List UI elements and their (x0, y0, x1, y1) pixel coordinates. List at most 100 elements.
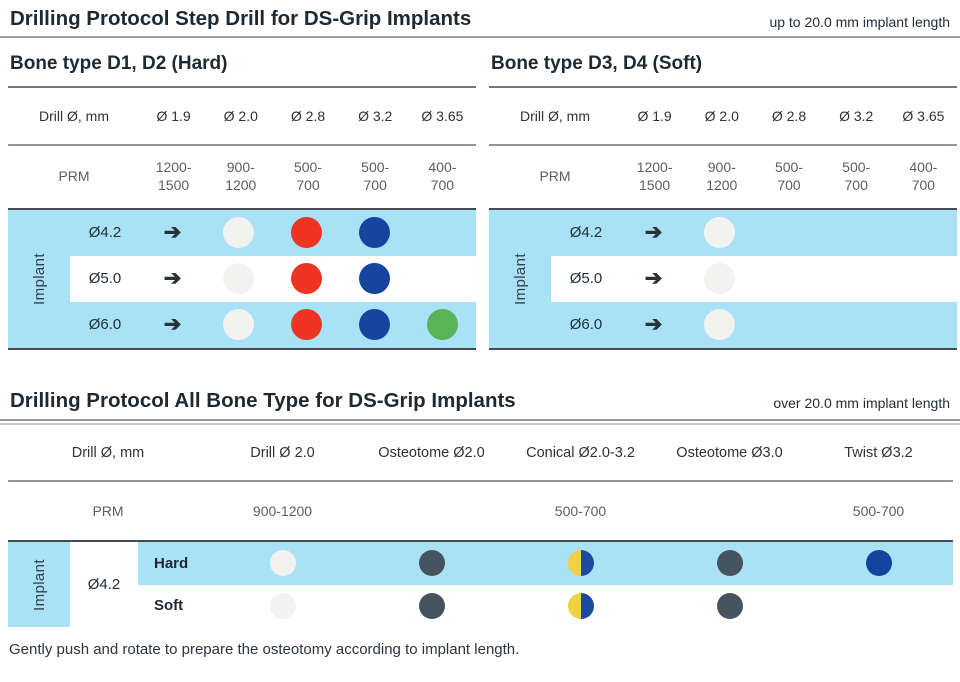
prm-value: 1200- 1500 (155, 159, 192, 193)
prm-value: 900- 1200 (225, 159, 257, 193)
column-header: Ø 2.8 (771, 107, 807, 124)
flow-arrow-icon: ➔ (644, 267, 663, 291)
prm-value: 900-1200 (252, 503, 313, 520)
white-dot (208, 592, 357, 619)
implant-row: Soft (138, 585, 953, 628)
implant-section-hard: Implant Ø4.2 ➔ Ø5.0 ➔ Ø6.0 ➔ (8, 207, 476, 350)
implant-axis-strip: Implant (489, 209, 551, 348)
white-dot-shape (269, 592, 296, 619)
blue-dot-shape (358, 263, 390, 295)
column-header: Osteotome Ø2.0 (378, 444, 485, 461)
implant-row: Ø5.0 ➔ (70, 256, 476, 302)
red-dot-shape (291, 263, 323, 295)
prm-value: 500- 700 (774, 159, 803, 193)
half-dot-shape (567, 550, 594, 577)
white-dot (686, 217, 754, 249)
implant-section-soft: Implant Ø4.2 ➔ Ø5.0 ➔ Ø6.0 ➔ (489, 207, 957, 350)
drill-diameter-header-row: Drill Ø, mm Ø 1.9 Ø 2.0 Ø 2.8 Ø 3.2 Ø 3.… (489, 88, 957, 146)
flow-arrow-icon: ➔ (644, 221, 663, 245)
white-dot (208, 550, 357, 577)
implant-rows: Hard Soft (138, 542, 953, 627)
column-header: Ø 3.65 (902, 107, 945, 124)
column-header: Conical Ø2.0-3.2 (526, 444, 635, 461)
white-dot (686, 263, 754, 295)
prm-label: PRM (539, 167, 571, 184)
blue-dot (341, 263, 409, 295)
blue-dot (341, 217, 409, 249)
prm-value: 400- 700 (428, 159, 457, 193)
column-header: Ø 1.9 (637, 107, 672, 124)
flow-arrow-icon: ➔ (163, 221, 182, 245)
red-dot (273, 263, 341, 295)
prm-row: PRM 1200- 1500 900- 1200 500- 700 500- 7… (489, 146, 957, 208)
implant-rows: Ø4.2 ➔ Ø5.0 ➔ Ø6.0 ➔ (551, 209, 957, 348)
red-dot (273, 217, 341, 249)
implant-section-all-bone: Implant Ø4.2 Hard Soft (8, 540, 953, 628)
bone-table-hard: Bone type D1, D2 (Hard) Drill Ø, mm Ø 1.… (8, 38, 476, 350)
implant-axis-label: Implant (30, 558, 48, 611)
prm-value: 500- 700 (842, 159, 871, 193)
white-dot-shape (223, 263, 255, 295)
column-header: Ø 3.2 (358, 107, 393, 124)
implant-size-label: Ø6.0 (88, 316, 122, 334)
white-dot-shape (704, 263, 736, 295)
white-dot (205, 309, 273, 341)
column-header: Ø 2.0 (704, 107, 739, 124)
slate-dot (655, 550, 804, 577)
green-dot-shape (426, 309, 458, 341)
implant-axis-label: Implant (511, 252, 529, 305)
implant-size-label: Ø4.2 (569, 224, 603, 242)
prm-label: PRM (92, 503, 124, 520)
section1-length-note: up to 20.0 mm implant length (769, 13, 950, 30)
prm-value: 400- 700 (909, 159, 938, 193)
column-header: Ø 3.2 (839, 107, 874, 124)
prm-value: 500- 700 (361, 159, 390, 193)
white-dot-shape (223, 217, 255, 249)
flow-arrow-icon: ➔ (163, 267, 182, 291)
white-dot (205, 263, 273, 295)
all-bone-type-table: Drill Ø, mm Drill Ø 2.0 Osteotome Ø2.0 C… (0, 425, 953, 628)
section2-length-note: over 20.0 mm implant length (773, 395, 950, 412)
footnote: Gently push and rotate to prepare the os… (9, 641, 520, 659)
white-dot-shape (223, 309, 255, 341)
red-dot (273, 309, 341, 341)
column-header: Ø 1.9 (156, 107, 191, 124)
implant-size-label: Ø4.2 (70, 542, 138, 628)
slate-dot-shape (418, 592, 445, 619)
section2-title: Drilling Protocol All Bone Type for DS-G… (10, 388, 516, 412)
column-header: Twist Ø3.2 (844, 444, 913, 461)
drill-diameter-label: Drill Ø, mm (39, 107, 109, 124)
slate-dot-shape (716, 592, 743, 619)
section1-header: Drilling Protocol Step Drill for DS-Grip… (0, 0, 960, 38)
white-dot-shape (704, 217, 736, 249)
implant-rows: Ø4.2 ➔ Ø5.0 ➔ Ø6.0 ➔ (70, 209, 476, 348)
white-dot-shape (269, 550, 296, 577)
bone-table-soft-heading: Bone type D3, D4 (Soft) (489, 38, 957, 88)
red-dot-shape (291, 217, 323, 249)
implant-row: Ø6.0 ➔ (70, 301, 476, 348)
column-header: Ø 2.0 (223, 107, 258, 124)
slate-dot (357, 550, 506, 577)
flow-arrow-icon: ➔ (163, 313, 182, 337)
implant-row: Ø5.0 ➔ (551, 256, 957, 302)
prm-row: PRM 900-1200 500-700 500-700 (8, 482, 953, 540)
bone-hardness-label: Soft (154, 597, 184, 615)
section1-title: Drilling Protocol Step Drill for DS-Grip… (10, 7, 472, 30)
prm-value: 1200- 1500 (636, 159, 673, 193)
implant-size-label: Ø5.0 (88, 270, 122, 288)
implant-row: Hard (138, 542, 953, 585)
implant-row: Ø6.0 ➔ (551, 301, 957, 348)
prm-value: 900- 1200 (706, 159, 738, 193)
drill-diameter-header-row: Drill Ø, mm Ø 1.9 Ø 2.0 Ø 2.8 Ø 3.2 Ø 3.… (8, 88, 476, 146)
implant-axis-label: Implant (30, 252, 48, 305)
slate-dot (357, 592, 506, 619)
implant-axis-strip: Implant (8, 542, 70, 628)
prm-row: PRM 1200- 1500 900- 1200 500- 700 500- 7… (8, 146, 476, 208)
column-header: Drill Ø 2.0 (250, 444, 315, 461)
column-header: Osteotome Ø3.0 (676, 444, 783, 461)
green-dot (408, 309, 476, 341)
white-dot (205, 217, 273, 249)
implant-size-label: Ø5.0 (569, 270, 603, 288)
drill-diameter-label: Drill Ø, mm (71, 444, 145, 461)
